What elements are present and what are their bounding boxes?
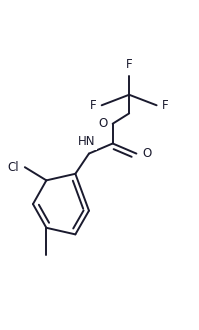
Text: O: O	[142, 147, 152, 160]
Text: F: F	[90, 99, 96, 112]
Text: F: F	[162, 99, 169, 112]
Text: HN: HN	[78, 135, 96, 148]
Text: Cl: Cl	[8, 161, 19, 174]
Text: F: F	[126, 58, 133, 71]
Text: O: O	[98, 117, 107, 130]
